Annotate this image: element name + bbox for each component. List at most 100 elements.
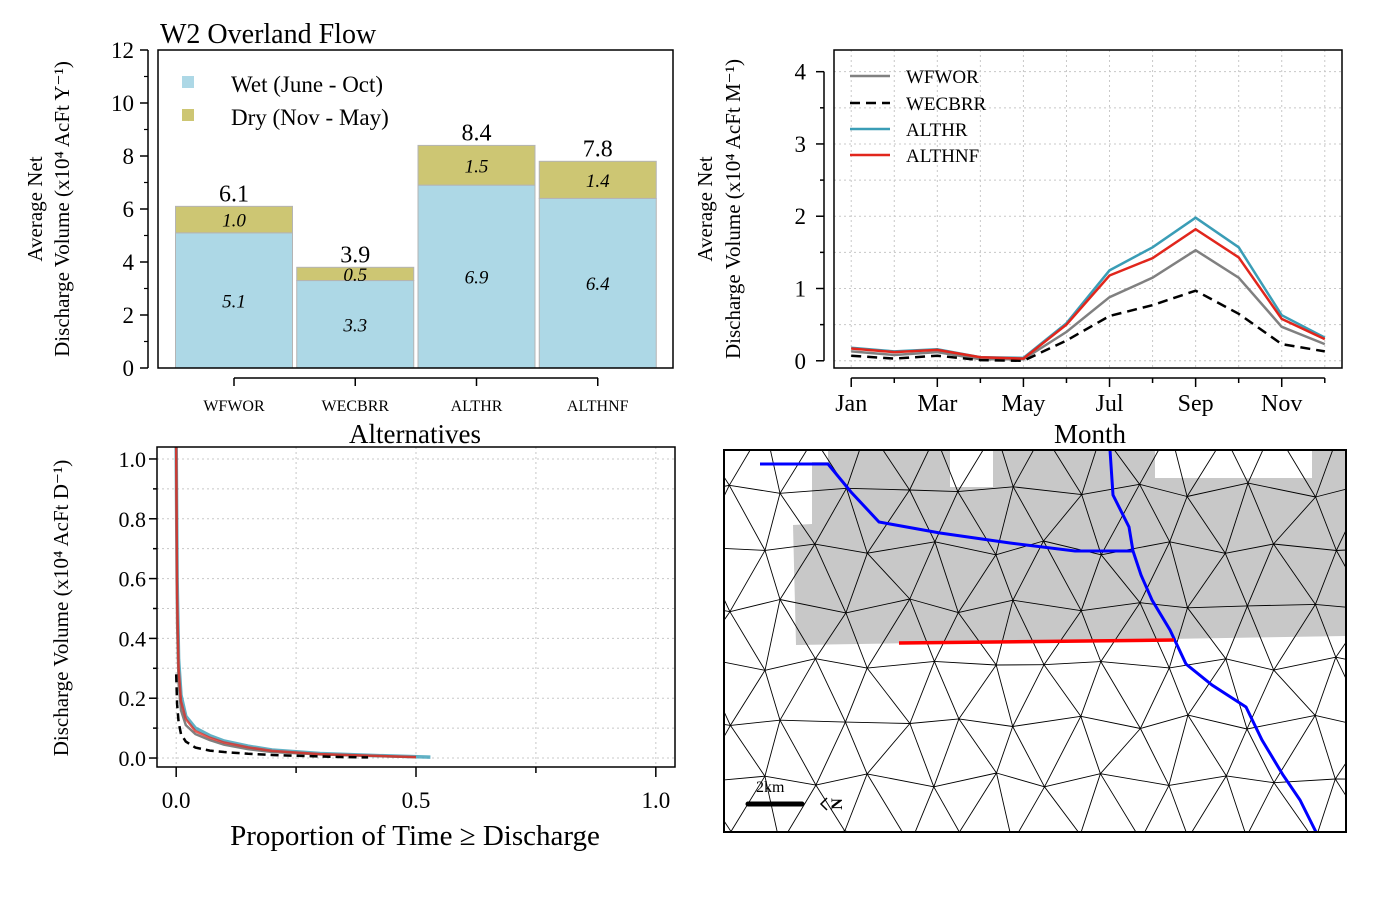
mesh-edge [1273,543,1337,551]
bar-wet-wfwor [175,232,293,369]
flow-duration-ylabel: Discharge Volume (x10⁴ AcFt D⁻¹) [49,460,73,757]
mesh-edge [779,487,847,494]
mesh-edge [787,784,817,832]
mesh-edge [867,773,934,788]
mesh-edge [1081,450,1097,495]
flow-duration-xlabel: Proportion of Time ≥ Discharge [230,820,600,852]
flow-duration-y-tick-label: 0.8 [119,507,147,532]
bar-category-label: WFWOR [203,398,265,415]
mesh-edge [1012,715,1081,727]
mesh-edge [1315,603,1346,608]
mesh-edge [1141,838,1189,840]
legend-dry-label: Dry (Nov - May) [231,105,389,130]
mesh-edge [1314,715,1336,780]
mesh-edge [1369,671,1400,728]
flow-duration-y-tick-label: 0.0 [119,746,147,771]
monthly-x-tick-label: May [1001,391,1045,417]
mesh-edge [958,718,1013,727]
mesh-edge [1225,605,1248,659]
mesh-edge [933,612,959,662]
mesh-edge [1224,553,1248,607]
mesh-edge [1013,486,1082,496]
mesh-edge [909,718,959,724]
mesh-edge [1012,599,1082,612]
bar-plot-area: 0 2 4 6 8 10 12 5.1 1.0 6.1 WFWOR 3.3 0.53.9 WECBRR 6.… [111,38,657,415]
mesh-edge [724,723,731,726]
bar-wet-value-label: 5.1 [222,291,246,312]
bar-category-label: ALTHR [451,398,503,415]
mesh-edge [815,784,846,832]
mesh-edge [1012,600,1045,665]
monthly-y-tick-label: 0 [795,349,807,374]
mesh-edge [678,657,699,717]
mesh-edge [1314,657,1337,716]
bar-dry-althnf [538,160,657,199]
mesh-edge [814,543,847,614]
mesh-edge [1369,601,1400,609]
mesh-edge [729,599,781,613]
mesh-edge [1168,714,1189,786]
mesh-edge [1336,550,1346,569]
bar-total-label: 8.4 [462,120,492,146]
mesh-edge [1187,714,1248,730]
mesh-edge [678,496,700,547]
mesh-edge [764,493,781,551]
flow-duration-series-althnf [174,446,417,759]
mesh-edge [678,601,699,657]
bar-wet-value-label: 6.9 [465,268,489,289]
mesh-edge [959,772,997,832]
bar-dry-value-label: 1.0 [222,211,246,232]
mesh-edge [909,598,935,662]
mesh-edge [1335,641,1346,658]
mesh-edge [1247,603,1316,607]
mesh-edge [779,450,808,494]
bar-dry-wfwor [175,205,293,234]
mesh-edge [815,658,868,669]
scale-bar-label: 2km [756,779,785,796]
mesh-edge [844,721,868,775]
mesh-edge [724,820,732,832]
mesh-edge [933,718,960,787]
mesh-edge [1247,837,1315,842]
monthly-x-tick-label: Jan [835,391,867,417]
mesh-edge [867,541,935,554]
mesh-edge [1246,714,1316,730]
mesh-edge [729,611,766,671]
mesh-edge [1144,785,1170,832]
mesh-edge [1043,610,1082,665]
mesh-edge [1247,450,1264,484]
mesh-edge [1043,661,1101,666]
mesh-edge [764,775,816,786]
mesh-edge [1012,664,1045,727]
mesh-edge [1100,773,1137,832]
bar-dry-wecbrr [296,266,415,282]
bar-y-tick-label: 0 [123,356,135,381]
bar-ylabel-line2: Discharge Volume (x10⁴ AcFt Y⁻¹) [50,61,74,357]
mesh-edge [1225,775,1246,832]
mesh-edge [779,719,817,786]
mesh-edge [1081,602,1141,612]
mesh-edge [914,786,935,832]
mesh-edge [1139,602,1188,609]
bar-wet-value-label: 3.3 [342,315,367,336]
mesh-edge [779,599,846,614]
mesh-edge [1100,728,1141,774]
mesh-edge [1369,609,1400,671]
flow-duration-y-tick-label: 0.6 [119,567,147,592]
mesh-edge [846,488,868,554]
mesh-edge [936,430,996,437]
map-frame [723,449,1347,833]
mesh-edge [1225,543,1274,554]
bar-chart-title: W2 Overland Flow [160,19,377,50]
bar-y-tick-label: 6 [123,197,135,222]
flow-duration-plot-frame [156,446,676,768]
mesh-edge [1044,716,1082,788]
monthly-ylabel-line1: Average Net [693,156,717,261]
mesh-edge [1168,775,1227,786]
mesh-edge [635,657,699,671]
mesh-edge [1174,450,1188,497]
mesh-edge [678,439,700,496]
mesh-edge [814,488,847,545]
bar-wet-value-label: 6.4 [586,274,610,295]
mesh-edge [867,660,935,669]
